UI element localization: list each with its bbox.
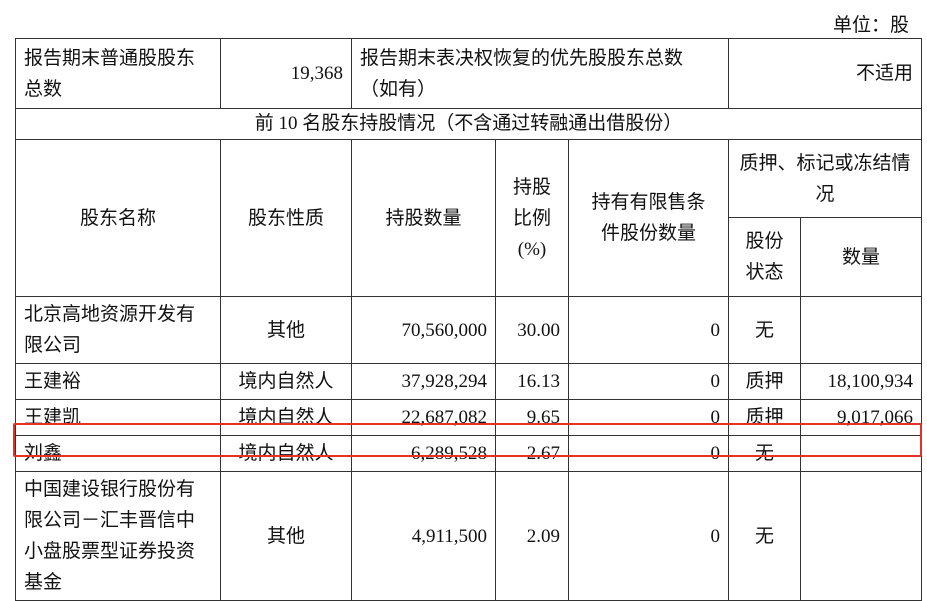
cell-status: 质押: [728, 399, 801, 436]
header-shares: 持股数量: [351, 139, 496, 297]
cell-status: 无: [728, 435, 801, 472]
cell-name: 王建凯: [15, 399, 221, 436]
cell-name: 王建裕: [15, 363, 221, 400]
cell-status: 无: [728, 296, 801, 364]
table-row: 王建裕 境内自然人 37,928,294 16.13 0 质押 18,100,9…: [15, 363, 923, 400]
unit-label: 单位：股: [832, 15, 909, 36]
cell-ratio: 30.00: [495, 296, 569, 364]
cell-shares: 6,289,528: [351, 435, 496, 472]
header-row: 股东名称 股东性质 持股数量 持股比例(%) 持有有限售条件股份数量 质押、标记…: [15, 139, 923, 297]
cell-restricted: 0: [568, 363, 729, 400]
table-row: 中国建设银行股份有限公司－汇丰晋信中小盘股票型证券投资基金 其他 4,911,5…: [15, 471, 923, 601]
summary-row: 报告期末普通股股东总数 19,368 报告期末表决权恢复的优先股股东总数（如有）…: [15, 38, 923, 109]
cell-status: 质押: [728, 363, 801, 400]
cell-nature: 境内自然人: [220, 399, 352, 436]
table-row-highlighted: 刘鑫 境内自然人 6,289,528 2.67 0 无: [15, 435, 923, 472]
header-pledge-qty: 数量: [799, 217, 923, 297]
cell-restricted: 0: [568, 296, 729, 364]
cell-qty: 18,100,934: [799, 363, 923, 400]
common-holders-label: 报告期末普通股股东总数: [15, 38, 221, 109]
cell-shares: 70,560,000: [351, 296, 496, 364]
header-pledge-status: 股份状态: [728, 217, 801, 297]
table-row: 王建凯 境内自然人 22,687,082 9.65 0 质押 9,017,066: [15, 399, 923, 436]
cell-qty: [799, 471, 923, 601]
cell-name: 北京高地资源开发有限公司: [15, 296, 221, 364]
cell-status: 无: [728, 471, 801, 601]
cell-nature: 其他: [220, 296, 352, 364]
cell-shares: 37,928,294: [351, 363, 496, 400]
preferred-holders-label: 报告期末表决权恢复的优先股股东总数（如有）: [351, 38, 729, 109]
cell-qty: 9,017,066: [799, 399, 923, 436]
cell-qty: [799, 435, 923, 472]
cell-qty: [799, 296, 923, 364]
preferred-holders-value: 不适用: [727, 38, 923, 109]
cell-shares: 4,911,500: [351, 471, 496, 601]
cell-ratio: 9.65: [495, 399, 569, 436]
cell-ratio: 2.67: [495, 435, 569, 472]
cell-name: 中国建设银行股份有限公司－汇丰晋信中小盘股票型证券投资基金: [15, 471, 221, 601]
cell-ratio: 16.13: [495, 363, 569, 400]
table-row: 北京高地资源开发有限公司 其他 70,560,000 30.00 0 无: [15, 296, 923, 364]
cell-ratio: 2.09: [495, 471, 569, 601]
cell-nature: 其他: [220, 471, 352, 601]
cell-name: 刘鑫: [15, 435, 221, 472]
header-name: 股东名称: [15, 139, 221, 297]
header-nature: 股东性质: [220, 139, 352, 297]
header-pledge-group: 质押、标记或冻结情况: [727, 139, 923, 218]
header-restricted: 持有有限售条件股份数量: [568, 139, 729, 297]
cell-shares: 22,687,082: [351, 399, 496, 436]
section-title: 前 10 名股东持股情况（不含通过转融通出借股份）: [14, 108, 923, 140]
cell-restricted: 0: [568, 399, 729, 436]
header-ratio: 持股比例(%): [495, 139, 569, 297]
common-holders-value: 19,368: [220, 38, 352, 109]
cell-nature: 境内自然人: [220, 435, 352, 472]
cell-restricted: 0: [568, 471, 729, 601]
cell-nature: 境内自然人: [220, 363, 352, 400]
cell-restricted: 0: [568, 435, 729, 472]
shareholder-table: 报告期末普通股股东总数 19,368 报告期末表决权恢复的优先股股东总数（如有）…: [14, 38, 923, 601]
